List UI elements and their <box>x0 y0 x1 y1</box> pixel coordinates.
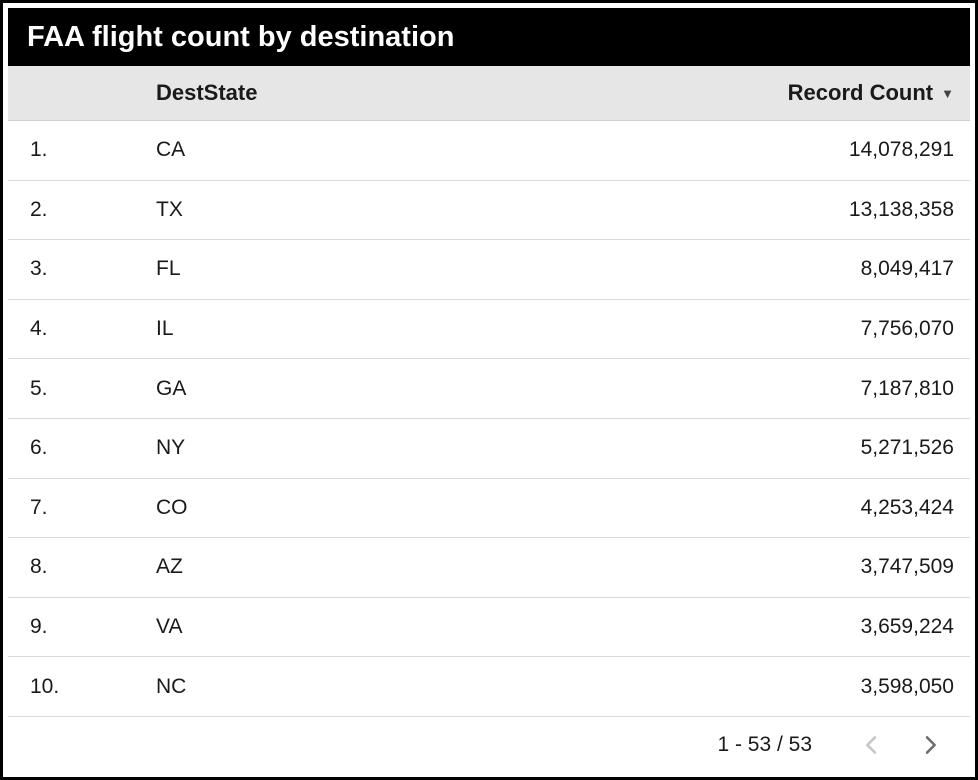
row-count: 13,138,358 <box>848 197 954 221</box>
row-count: 14,078,291 <box>848 138 954 162</box>
row-count: 5,271,526 <box>860 436 954 460</box>
row-index: 1. <box>30 138 48 162</box>
table-row: 2. TX 13,138,358 <box>8 180 970 241</box>
column-header-record-count[interactable]: Record Count ▼ <box>788 80 970 106</box>
row-state: TX <box>156 197 183 221</box>
row-count: 8,049,417 <box>860 257 954 281</box>
table-row: 4. IL 7,756,070 <box>8 299 970 360</box>
row-state: VA <box>156 615 183 639</box>
next-page-button[interactable] <box>916 731 944 759</box>
table-row: 9. VA 3,659,224 <box>8 597 970 658</box>
table-row: 8. AZ 3,747,509 <box>8 538 970 598</box>
row-count: 3,598,050 <box>860 674 954 698</box>
row-index: 10. <box>30 674 60 698</box>
row-state: CO <box>156 495 188 519</box>
table-row: 6. NY 5,271,526 <box>8 418 970 479</box>
row-count: 7,756,070 <box>860 317 954 341</box>
table-body: 1. CA 14,078,291 2. TX 13,138,358 3. FL … <box>8 121 970 717</box>
table-row: 7. CO 4,253,424 <box>8 478 970 539</box>
chart-title: FAA flight count by destination <box>8 8 970 66</box>
row-index: 3. <box>30 257 48 281</box>
pagination-bar: 1 - 53 / 53 <box>8 717 970 772</box>
row-index: 9. <box>30 615 48 639</box>
row-count: 4,253,424 <box>860 495 954 519</box>
column-header-deststate[interactable]: DestState <box>156 80 258 105</box>
table-row: 10. NC 3,598,050 <box>8 657 970 717</box>
row-index: 7. <box>30 495 48 519</box>
row-index: 8. <box>30 555 48 579</box>
table-row: 3. FL 8,049,417 <box>8 240 970 300</box>
row-state: FL <box>156 257 181 281</box>
table-header-row: DestState Record Count ▼ <box>8 66 970 121</box>
row-state: AZ <box>156 555 183 579</box>
row-state: NY <box>156 436 186 460</box>
pagination-range: 1 - 53 / 53 <box>717 732 812 756</box>
row-count: 3,659,224 <box>860 615 954 639</box>
row-index: 6. <box>30 436 48 460</box>
prev-page-button[interactable] <box>858 731 886 759</box>
row-state: NC <box>156 674 187 698</box>
record-count-label: Record Count <box>787 80 934 105</box>
table-row: 5. GA 7,187,810 <box>8 359 970 419</box>
row-count: 3,747,509 <box>860 555 954 579</box>
row-index: 5. <box>30 376 48 400</box>
row-state: CA <box>156 138 186 162</box>
sort-desc-icon: ▼ <box>941 85 954 101</box>
chevron-right-icon <box>925 735 936 754</box>
row-index: 2. <box>30 197 48 221</box>
table-row: 1. CA 14,078,291 <box>8 121 970 181</box>
chevron-left-icon <box>866 735 877 754</box>
row-count: 7,187,810 <box>860 376 954 400</box>
row-state: IL <box>156 317 174 341</box>
row-state: GA <box>156 376 187 400</box>
row-index: 4. <box>30 317 48 341</box>
